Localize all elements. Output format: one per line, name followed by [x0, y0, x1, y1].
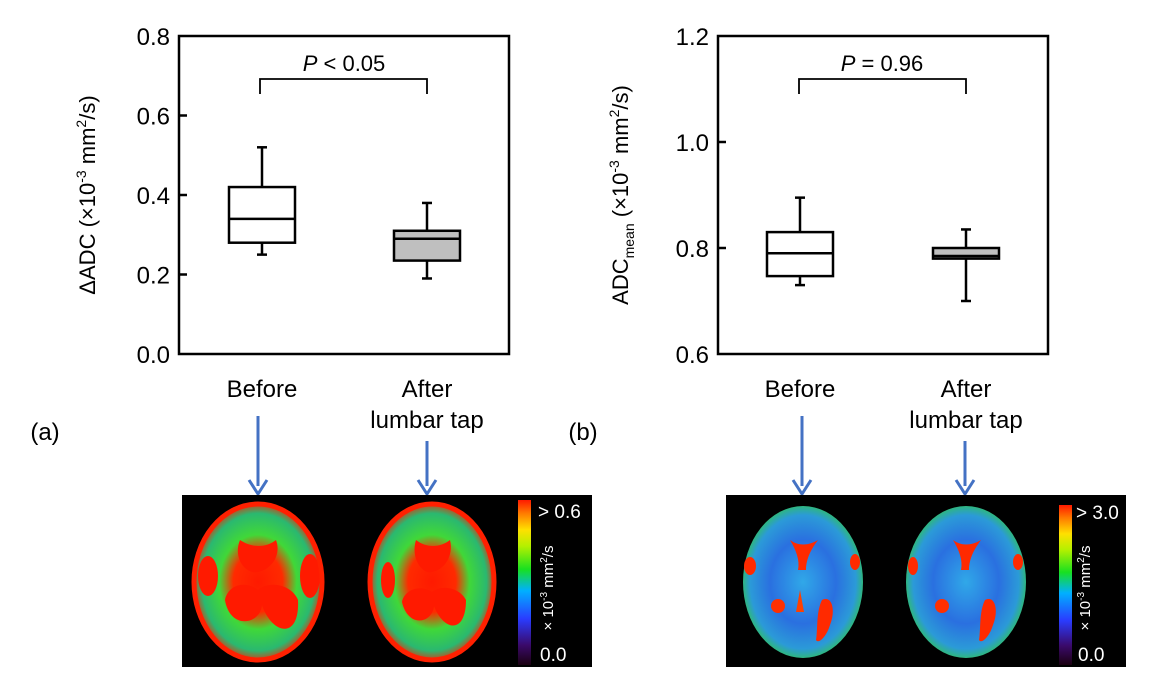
- y-tick-label: 0.6: [676, 342, 709, 369]
- brain-map-before-a: [191, 501, 325, 663]
- colorbar-max-label-b: > 3.0: [1076, 503, 1119, 524]
- x-category-before-a: Before: [227, 376, 298, 403]
- iqr-box: [227, 185, 297, 244]
- y-tick-label: 0.2: [137, 263, 170, 290]
- p-value-annotation-b: P = 0.96: [841, 51, 924, 76]
- colorbar-min-label-a: 0.0: [540, 645, 566, 666]
- colorbar-unit-a: × 10-3 mm2/s: [539, 546, 557, 631]
- x-category-after-a-line2: lumbar tap: [370, 407, 483, 434]
- brain-map-after-b: [906, 506, 1026, 658]
- chart-adc-mean: ADCmean (×10-3 mm2/s) 0.6 0.8 1.0 1.2 P = 0…: [568, 24, 1050, 446]
- brain-map-after-a: [367, 501, 497, 663]
- colorbar-min-label-b: 0.0: [1078, 645, 1104, 666]
- x-category-after-a: After: [402, 376, 453, 403]
- x-category-after-b-line2: lumbar tap: [909, 407, 1022, 434]
- y-axis-title-b: ADCmean (×10-3 mm2/s): [606, 85, 637, 305]
- panel-label-b: (b): [568, 419, 597, 446]
- colorbar-max-label-a: > 0.6: [538, 502, 581, 523]
- x-category-before-b: Before: [765, 376, 836, 403]
- box-before: [227, 146, 297, 256]
- colorbar-b: [1059, 505, 1072, 665]
- colorbar-a: [518, 500, 531, 665]
- iqr-box: [392, 229, 462, 262]
- iqr-box: [931, 246, 1001, 260]
- boxes-b: [765, 196, 1001, 303]
- box-before: [765, 196, 835, 287]
- p-value-annotation-a: P < 0.05: [303, 51, 386, 76]
- plot-frame-b: [716, 34, 1050, 356]
- y-tick-label: 1.0: [676, 130, 709, 157]
- y-tick-label: 0.6: [137, 104, 170, 131]
- chart-delta-adc: ΔADC (×10-3 mm2/s) 0.0 0.2 0.4 0.6 0.8 P < 0…: [30, 24, 511, 446]
- y-ticks-b: 0.6 0.8 1.0 1.2: [676, 24, 726, 369]
- boxes-a: [227, 146, 462, 280]
- y-ticks-a: 0.0 0.2 0.4 0.6 0.8: [137, 24, 187, 369]
- brain-map-before-b: [743, 506, 863, 658]
- arrow-before-a: [247, 416, 269, 497]
- adc-map-panel-a: > 0.6 0.0 × 10-3 mm2/s: [182, 495, 592, 667]
- y-tick-label: 0.4: [137, 183, 170, 210]
- box-after: [392, 201, 462, 280]
- arrow-after-a: [416, 441, 438, 497]
- x-category-after-b: After: [941, 376, 992, 403]
- arrows: [247, 416, 976, 497]
- arrow-before-b: [791, 416, 813, 497]
- colorbar-unit-b: × 10-3 mm2/s: [1076, 546, 1094, 631]
- y-tick-label: 0.8: [676, 236, 709, 263]
- y-tick-label: 0.8: [137, 24, 170, 51]
- box-after: [931, 228, 1001, 303]
- panel-label-a: (a): [30, 419, 59, 446]
- significance-bracket-a: [259, 78, 428, 94]
- arrow-after-b: [954, 441, 976, 497]
- adc-map-panel-b: > 3.0 0.0 × 10-3 mm2/s: [726, 495, 1126, 667]
- y-axis-title-a: ΔADC (×10-3 mm2/s): [73, 95, 100, 294]
- significance-bracket-b: [798, 78, 967, 94]
- y-tick-label: 0.0: [137, 342, 170, 369]
- y-tick-label: 1.2: [676, 24, 709, 51]
